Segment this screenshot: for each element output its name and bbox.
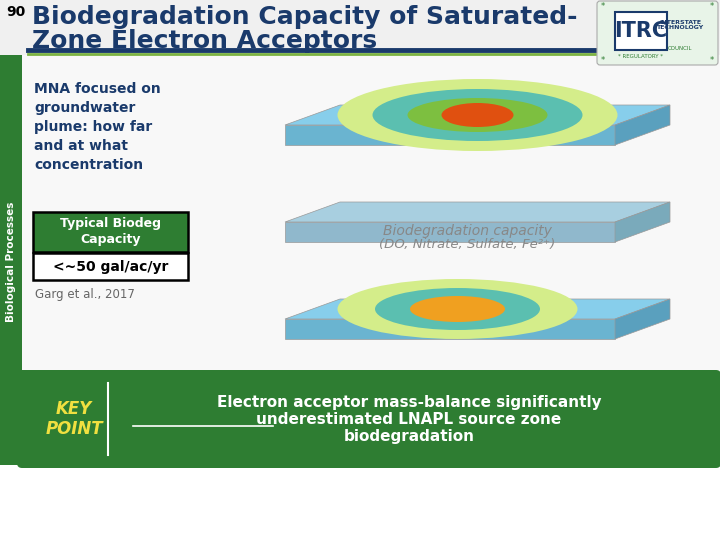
Ellipse shape	[338, 79, 618, 151]
Text: KEY
POINT: KEY POINT	[45, 400, 103, 438]
Text: COUNCIL: COUNCIL	[667, 45, 692, 51]
Polygon shape	[285, 105, 670, 125]
Ellipse shape	[410, 296, 505, 322]
Text: 90: 90	[6, 5, 25, 19]
Polygon shape	[285, 319, 615, 339]
Text: *: *	[710, 56, 714, 64]
Bar	[0, 55, 22, 465]
Bar	[0, 0, 720, 100]
Polygon shape	[285, 299, 670, 319]
FancyBboxPatch shape	[33, 212, 188, 252]
Ellipse shape	[372, 89, 582, 141]
Text: Source: Bioscreen documentation: Source: Bioscreen documentation	[390, 370, 590, 383]
Text: Biodegradation Capacity of Saturated-: Biodegradation Capacity of Saturated-	[32, 5, 577, 29]
Polygon shape	[615, 299, 670, 339]
Polygon shape	[285, 125, 615, 145]
Text: *: *	[710, 3, 714, 11]
Text: *: *	[601, 3, 605, 11]
FancyBboxPatch shape	[17, 370, 720, 468]
Text: <~50 gal/ac/yr: <~50 gal/ac/yr	[53, 260, 168, 274]
Ellipse shape	[375, 288, 540, 330]
Text: Typical Biodeg
Capacity: Typical Biodeg Capacity	[60, 217, 161, 246]
Text: Electron acceptor mass-balance significantly: Electron acceptor mass-balance significa…	[217, 395, 601, 409]
FancyBboxPatch shape	[597, 1, 718, 65]
FancyBboxPatch shape	[33, 253, 188, 280]
Polygon shape	[285, 222, 615, 242]
Ellipse shape	[408, 98, 547, 132]
Polygon shape	[615, 202, 670, 242]
Bar	[22, 55, 720, 465]
Text: Zone Electron Acceptors: Zone Electron Acceptors	[32, 29, 377, 53]
Bar	[615, 12, 667, 50]
Ellipse shape	[338, 279, 577, 339]
Polygon shape	[285, 202, 670, 222]
Text: INTERSTATE
TECHNOLOGY: INTERSTATE TECHNOLOGY	[657, 19, 703, 30]
Text: *: *	[601, 56, 605, 64]
Text: biodegradation: biodegradation	[343, 429, 474, 443]
Text: Biodegradation capacity: Biodegradation capacity	[383, 224, 552, 238]
Text: * REGULATORY *: * REGULATORY *	[618, 53, 664, 58]
Text: ITRC: ITRC	[614, 21, 667, 41]
Text: MNA focused on
groundwater
plume: how far
and at what
concentration: MNA focused on groundwater plume: how fa…	[34, 82, 161, 172]
Polygon shape	[615, 105, 670, 145]
Text: (DO, Nitrate, Sulfate, Fe²⁺): (DO, Nitrate, Sulfate, Fe²⁺)	[379, 238, 556, 251]
Ellipse shape	[441, 103, 513, 127]
Text: underestimated LNAPL source zone: underestimated LNAPL source zone	[256, 411, 562, 427]
Text: Biological Processes: Biological Processes	[6, 202, 16, 322]
Text: Garg et al., 2017: Garg et al., 2017	[35, 288, 135, 301]
